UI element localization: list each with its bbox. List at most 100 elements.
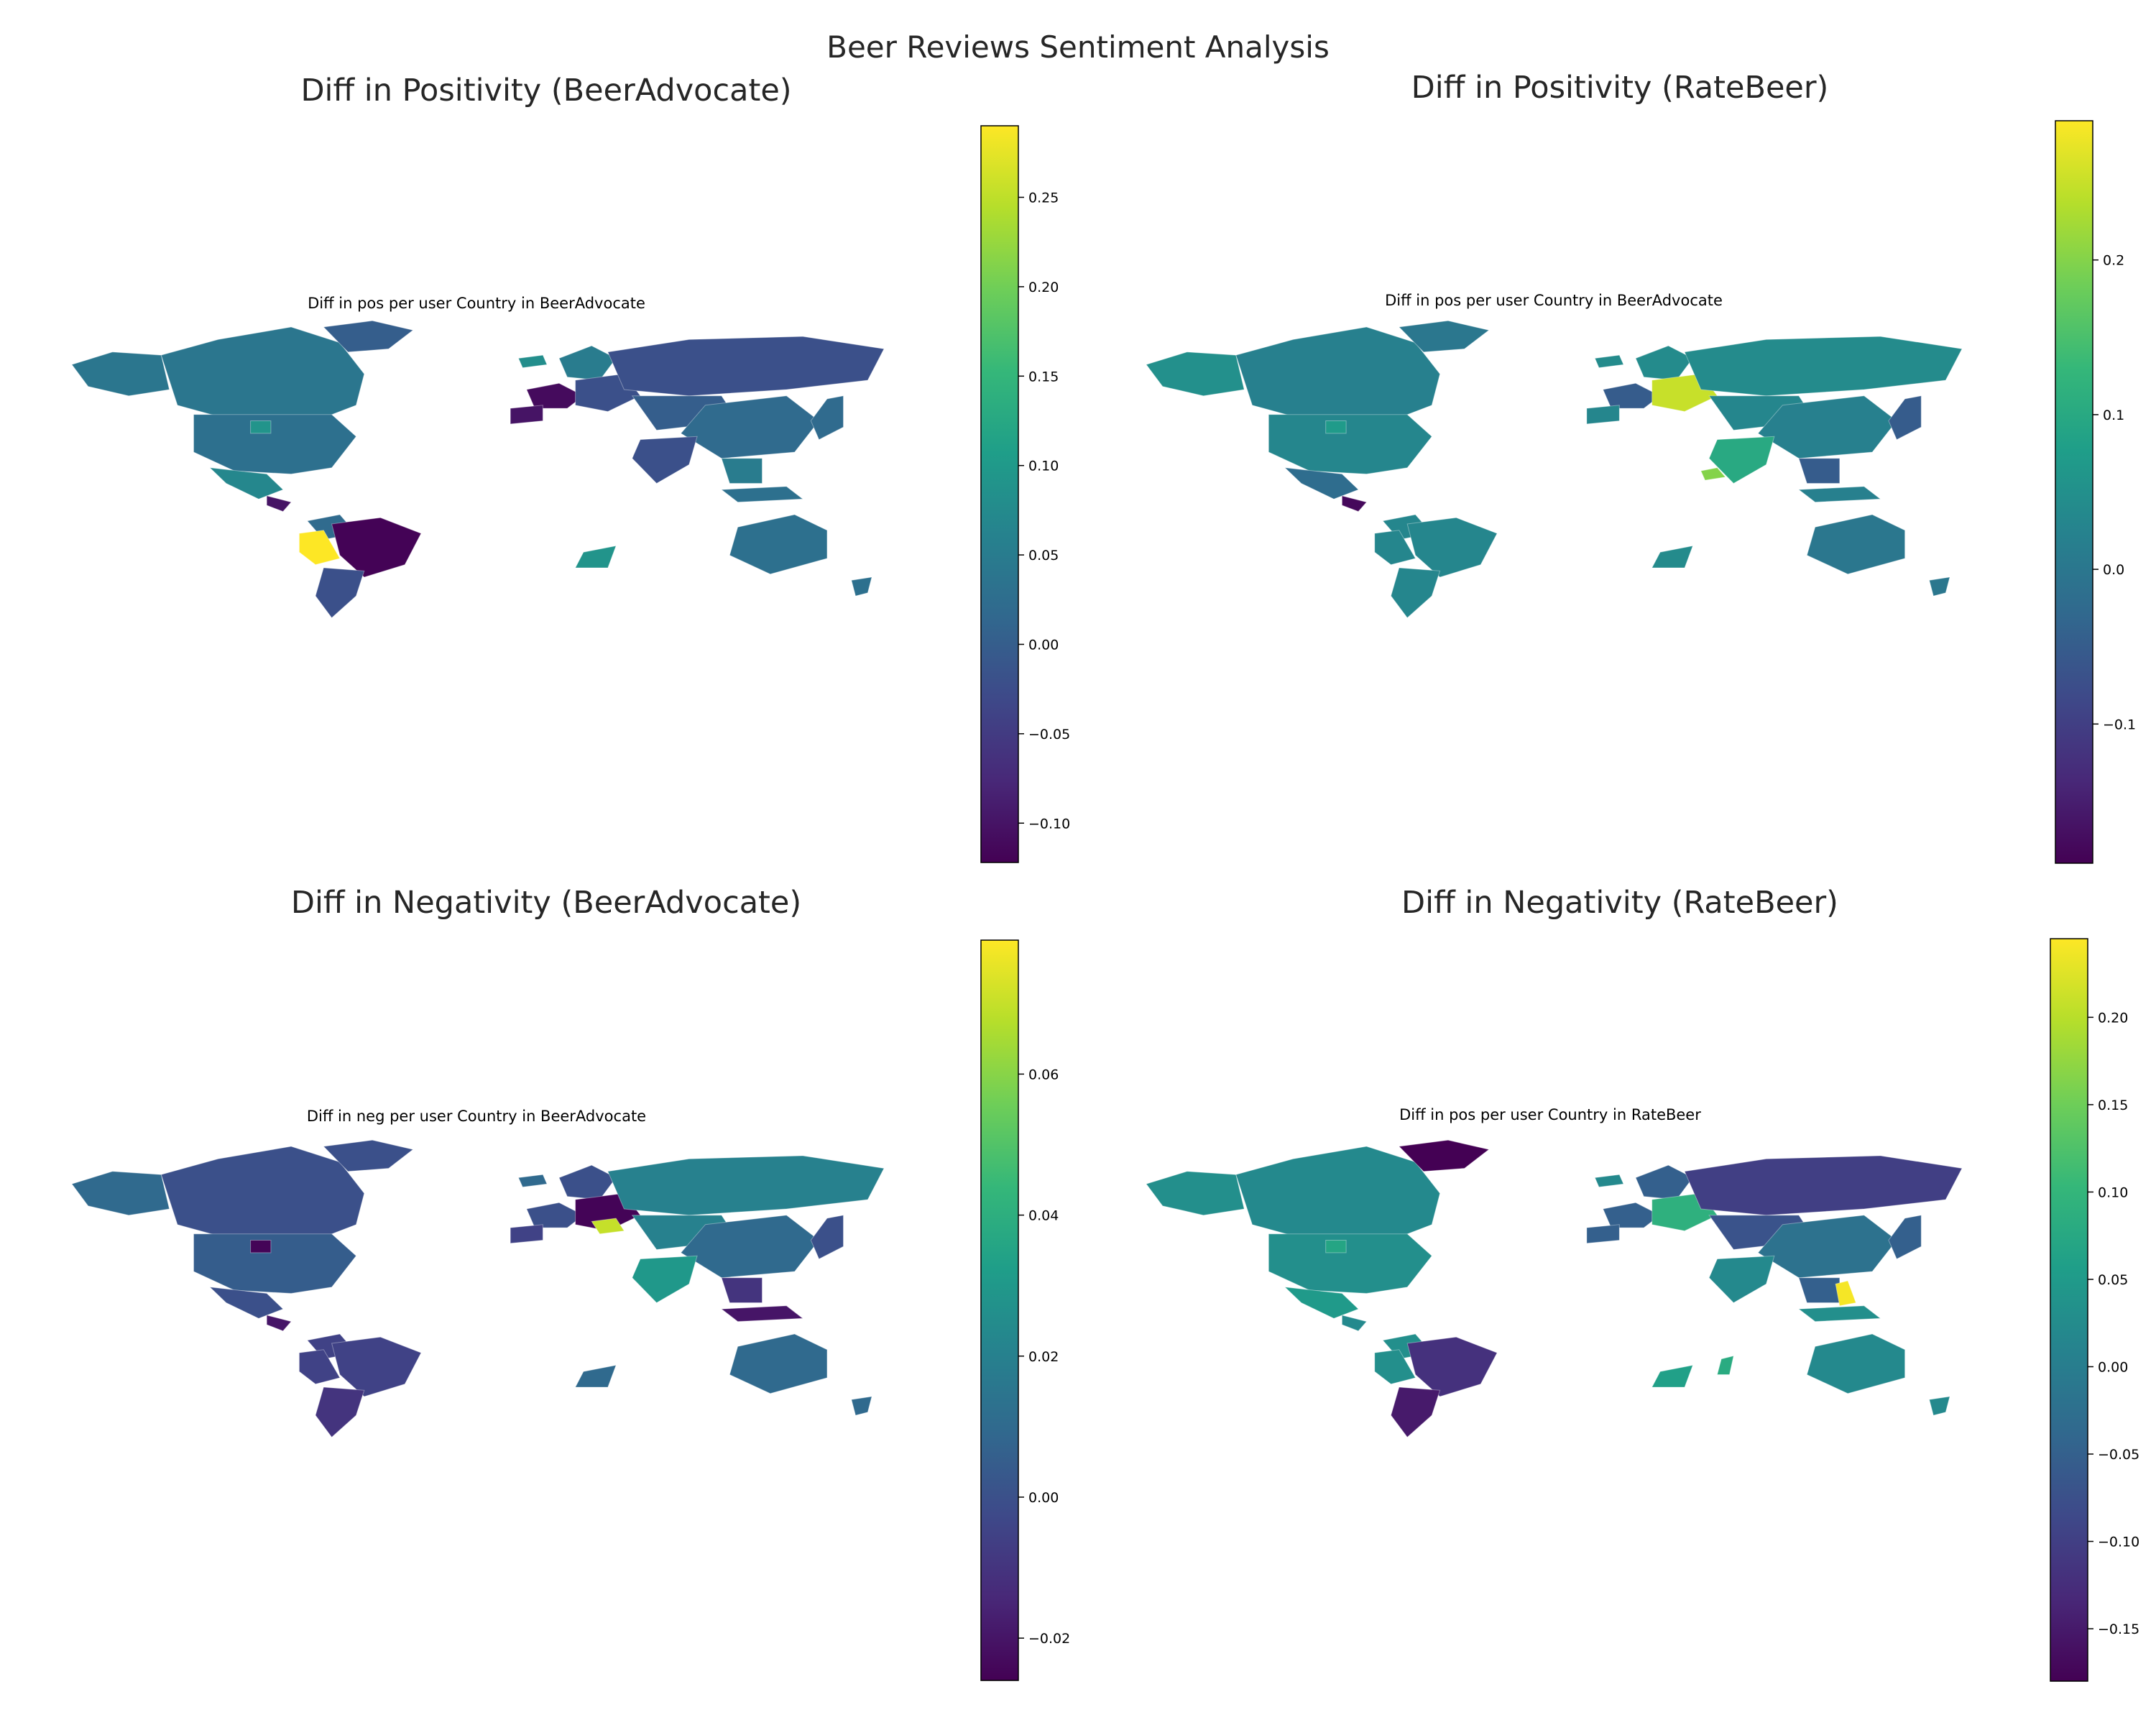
world-map [1146, 320, 1963, 619]
region-southern-cone [315, 567, 365, 619]
region-china [680, 1215, 820, 1279]
region-japan [810, 1215, 844, 1260]
colorbar-tick-label: 0.05 [2098, 1272, 2128, 1288]
region-western-europe [526, 1202, 584, 1228]
map-title: Diff in pos per user Country in BeerAdvo… [308, 295, 645, 312]
region-canada [160, 1146, 365, 1241]
region-indonesia [720, 1305, 804, 1322]
region-greenland [323, 320, 414, 353]
region-philippines [1835, 1280, 1857, 1307]
region-alaska [1146, 351, 1245, 397]
region-iceland [517, 1174, 548, 1188]
region-iceland [1594, 354, 1624, 369]
region-china [680, 395, 820, 459]
colorbar [2055, 120, 2093, 864]
region-mexico [1284, 467, 1360, 500]
colorbar-tick-label: 0.0 [2103, 562, 2124, 578]
region-southern-cone [1390, 567, 1441, 619]
region-balkans [591, 1218, 625, 1235]
region-southeast-asia [1798, 458, 1841, 484]
region-new-zealand [1928, 1396, 1950, 1416]
region-indonesia [1797, 486, 1881, 503]
region-usa-highlight [250, 420, 272, 434]
region-usa-highlight [1325, 420, 1347, 434]
region-alaska [71, 351, 170, 397]
region-iceland [1594, 1174, 1624, 1188]
region-western-europe [1602, 382, 1662, 409]
colorbar-tick-label: 0.04 [1028, 1208, 1059, 1224]
region-peru [1374, 530, 1416, 566]
figure-title: Beer Reviews Sentiment Analysis [826, 29, 1330, 65]
region-japan [810, 395, 844, 441]
colorbar-tick-label: 0.02 [1028, 1349, 1059, 1365]
region-iberia [510, 1224, 543, 1244]
panel-1: Diff in Positivity (BeerAdvocate) Diff in… [71, 73, 1070, 863]
region-central-america [1341, 1315, 1368, 1332]
region-indonesia [720, 486, 804, 503]
region-china [1757, 1215, 1897, 1279]
colorbar-tick-label: 0.20 [1028, 280, 1059, 295]
panel-3: Diff in Negativity (BeerAdvocate) Diff in… [71, 885, 1070, 1681]
region-south-africa [1651, 545, 1694, 569]
colorbar-tick-label: 0.00 [1028, 637, 1059, 653]
colorbar-tick-label: −0.05 [1028, 727, 1070, 742]
map-title: Diff in pos per user Country in BeerAdvo… [1385, 292, 1723, 309]
region-greenland [323, 1139, 414, 1172]
region-new-zealand [851, 576, 872, 597]
region-southeast-asia [721, 1277, 763, 1303]
region-japan [1888, 1215, 1922, 1260]
region-usa [1268, 1233, 1432, 1294]
region-greenland [1398, 320, 1490, 353]
region-india [1708, 436, 1775, 484]
region-southeast-asia [1798, 1277, 1841, 1303]
region-canada [1235, 326, 1441, 421]
region-brazil [1406, 517, 1498, 578]
colorbar-tick-label: −0.02 [1028, 1631, 1070, 1647]
region-western-europe [526, 382, 584, 409]
colorbar-tick-label: −0.05 [2098, 1447, 2139, 1463]
region-western-europe [1602, 1202, 1662, 1228]
region-australia [729, 514, 828, 575]
region-russia [1684, 336, 1963, 397]
colorbar [980, 125, 1019, 863]
region-peru [1374, 1349, 1416, 1385]
colorbar-tick-label: 0.10 [1028, 459, 1059, 474]
region-brazil [331, 517, 422, 578]
region-greenland [1398, 1139, 1490, 1172]
colorbar-tick-label: 0.1 [2103, 408, 2124, 423]
region-australia [729, 1333, 828, 1394]
region-arabian [1700, 467, 1726, 481]
region-southeast-asia [721, 458, 763, 484]
region-australia [1806, 514, 1906, 575]
region-usa [193, 414, 357, 475]
panel-4: Diff in Negativity (RateBeer) Diff in pos… [1146, 885, 2139, 1682]
region-scandinavia [1635, 1164, 1694, 1200]
region-scandinavia [558, 345, 617, 381]
region-new-zealand [1928, 576, 1950, 597]
region-india [632, 436, 698, 484]
region-iceland [517, 354, 548, 369]
region-central-america [266, 495, 292, 512]
colorbar-tick-label: 0.15 [1028, 369, 1059, 385]
region-south-africa [574, 545, 617, 569]
region-peru [298, 1349, 341, 1385]
colorbar-tick-label: 0.25 [1028, 190, 1059, 206]
region-usa-highlight [1325, 1240, 1347, 1254]
region-mexico [208, 1287, 284, 1319]
region-russia [607, 336, 885, 397]
region-peru [298, 530, 341, 566]
colorbar-tick-label: 0.2 [2103, 253, 2124, 269]
region-australia [1806, 1333, 1906, 1394]
colorbar-tick-label: 0.20 [2098, 1010, 2128, 1026]
region-usa [1268, 414, 1432, 475]
region-canada [1235, 1146, 1441, 1241]
colorbar-tick-label: 0.15 [2098, 1098, 2128, 1113]
region-japan [1888, 395, 1922, 441]
region-china [1757, 395, 1897, 459]
panel-title: Diff in Positivity (RateBeer) [1411, 70, 1829, 106]
region-brazil [1406, 1336, 1498, 1397]
region-alaska [1146, 1171, 1245, 1216]
region-central-america [266, 1315, 292, 1332]
map-panels: Diff in Positivity (BeerAdvocate) Diff in… [71, 70, 2139, 1682]
